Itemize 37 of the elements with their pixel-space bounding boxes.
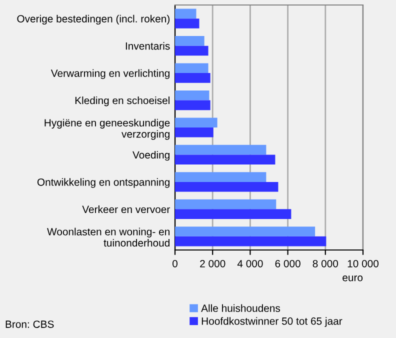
- bar: [175, 8, 196, 19]
- x-tick-label: 0: [172, 260, 178, 268]
- bar: [175, 18, 200, 28]
- bar: [175, 236, 326, 246]
- bar: [175, 128, 214, 138]
- x-tick-label: 8 000: [312, 260, 338, 268]
- y-tick-label: Inventaris: [126, 42, 170, 50]
- y-tick-label: Overige bestedingen (incl. roken): [17, 14, 170, 25]
- y-tick-label: Verkeer en vervoer: [82, 205, 170, 214]
- bar: [175, 100, 210, 110]
- bar: [175, 118, 218, 128]
- bar: [175, 73, 210, 83]
- x-axis-title: euro: [342, 276, 363, 282]
- text: Bron: CBS: [6, 320, 54, 328]
- x-tick-label: 2 000: [200, 260, 226, 268]
- y-tick-label: Voeding: [132, 150, 170, 161]
- y-tick-label: Kleding en schoeisel: [75, 96, 170, 106]
- y-tick-label: Woonlasten en woning- en tuinonderhoud: [47, 228, 170, 247]
- bar: [175, 182, 278, 192]
- bar: [175, 226, 316, 236]
- bar: [175, 46, 208, 56]
- bar: [175, 209, 292, 219]
- legend-label: Alle huishoudens: [201, 304, 280, 312]
- bar: [175, 172, 266, 182]
- bar: [175, 144, 266, 155]
- bar: [175, 199, 276, 210]
- bar: [175, 90, 210, 100]
- y-tick-label: Verwarming en verlichting: [50, 69, 170, 79]
- y-tick-label: Hygiëne en geneeskundige verzorging: [44, 118, 170, 140]
- x-tick-label: 6 000: [275, 260, 300, 268]
- legend-label: Hoofdkostwinner 50 tot 65 jaar: [202, 317, 342, 327]
- x-tick-label: 10 000: [348, 260, 379, 268]
- bar: [175, 36, 204, 46]
- bar: [175, 63, 208, 74]
- bar: [175, 154, 276, 165]
- y-tick-label: Ontwikkeling en ontspanning: [37, 178, 170, 188]
- x-tick-label: 4 000: [237, 260, 263, 268]
